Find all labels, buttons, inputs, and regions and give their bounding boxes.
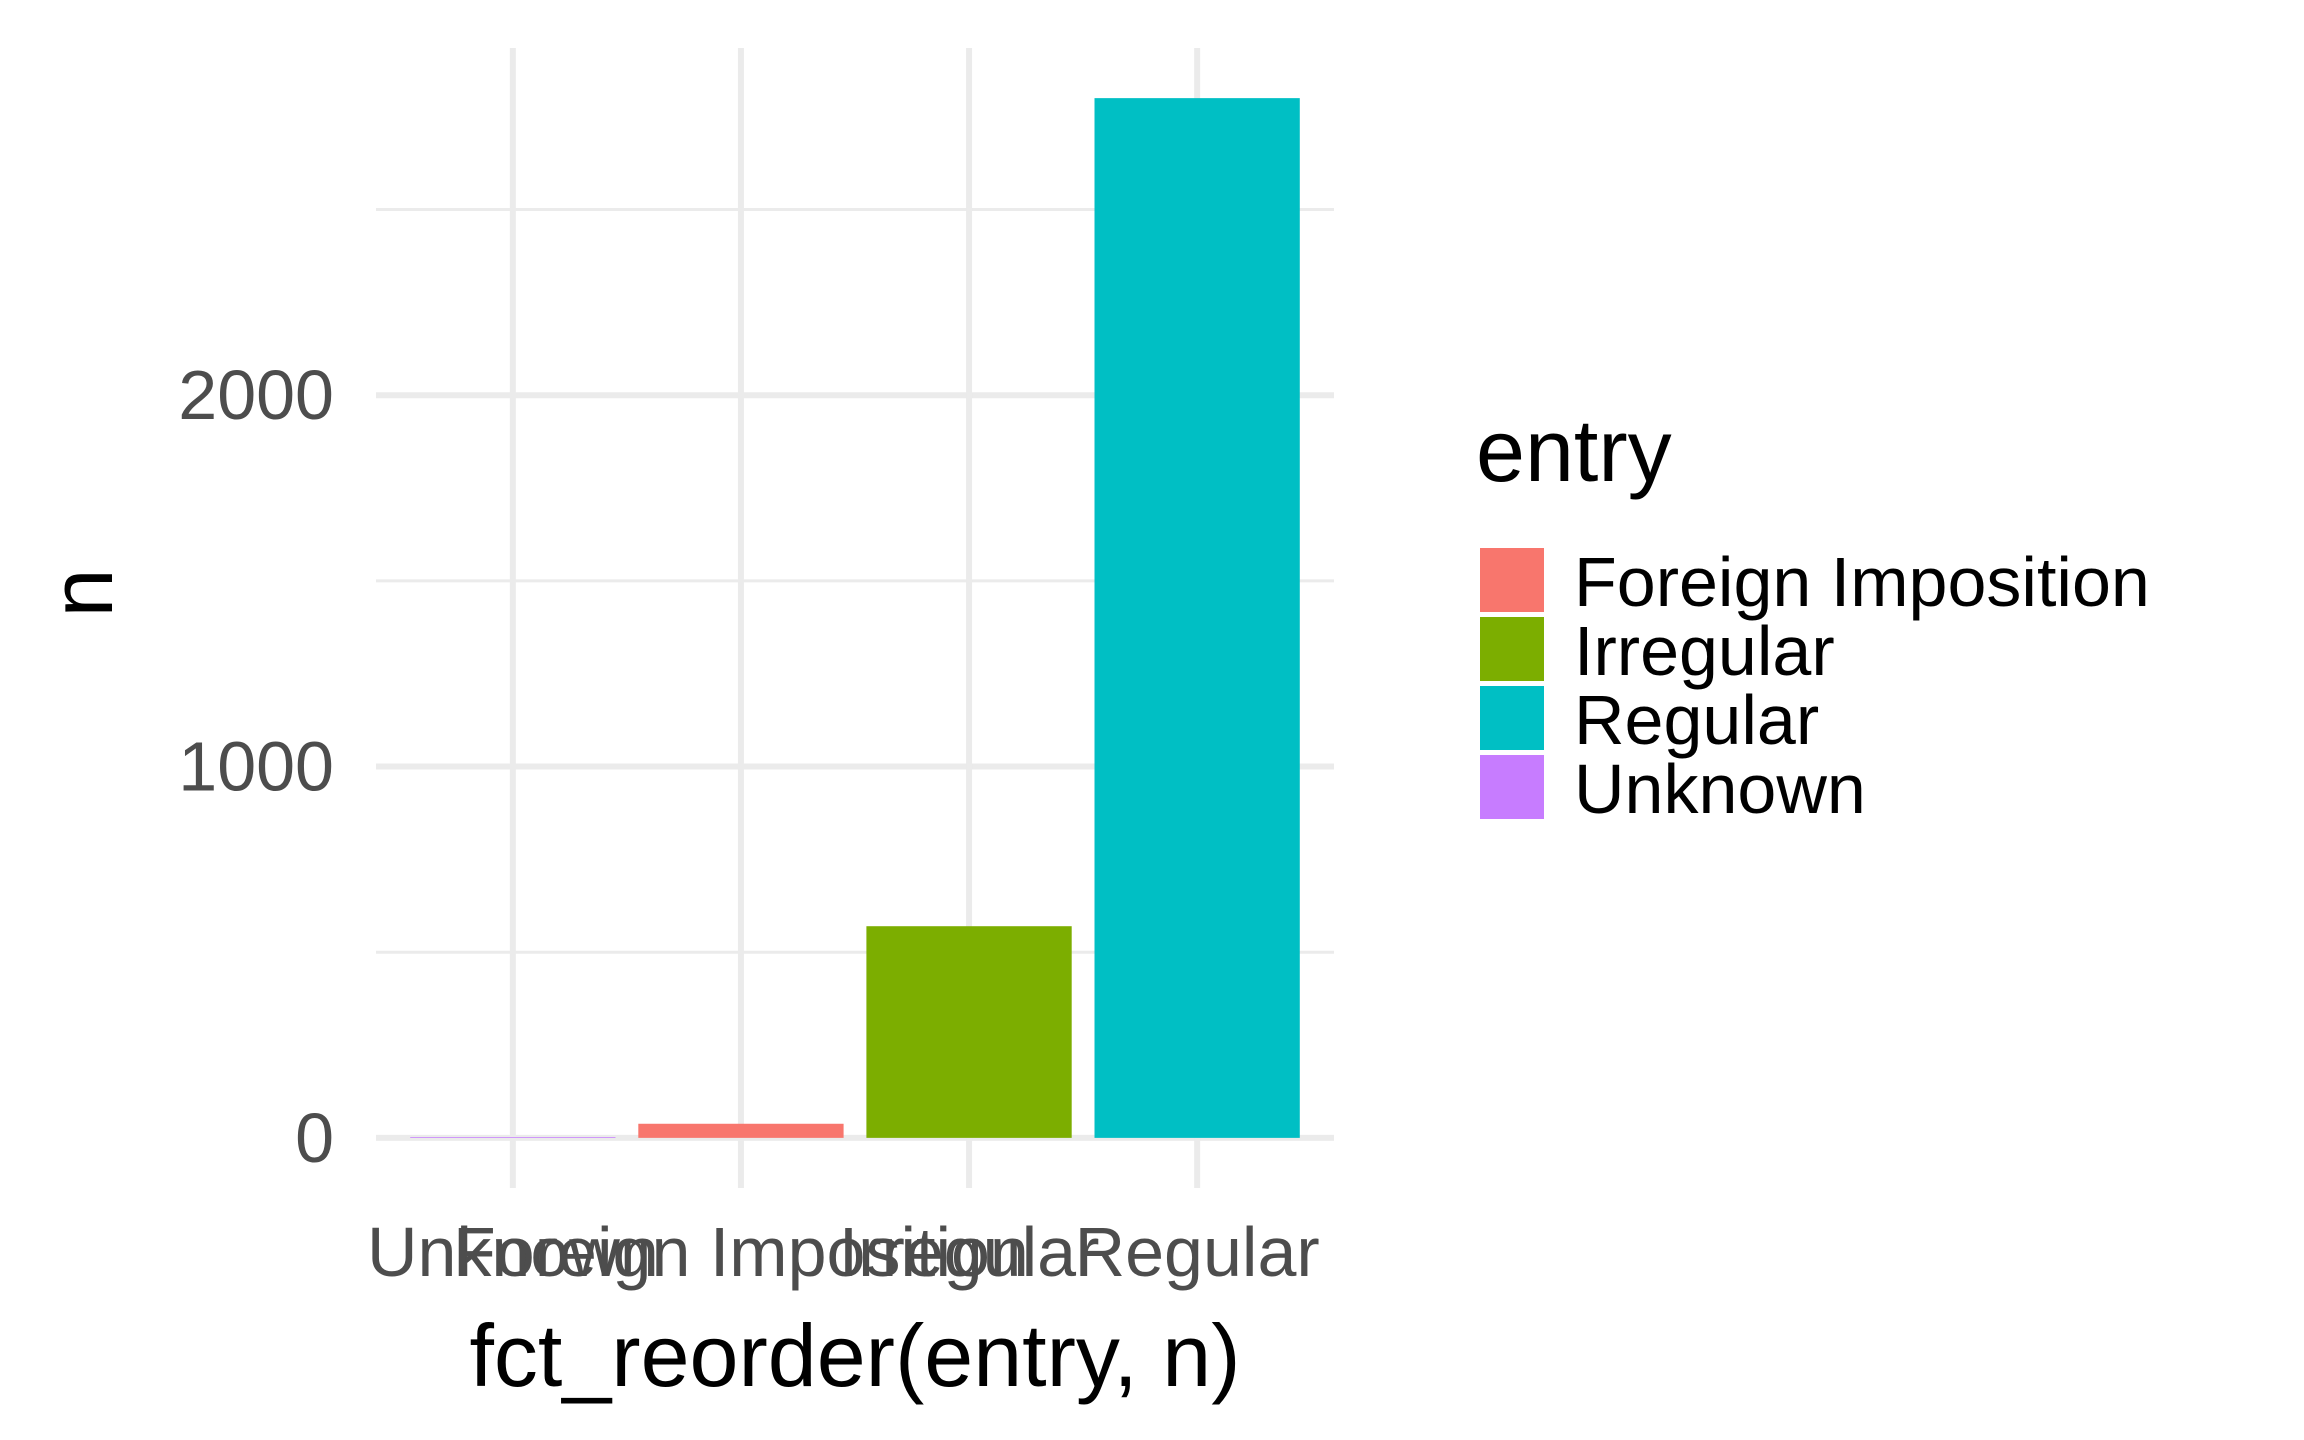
x-tick-label: Regular bbox=[1075, 1213, 1320, 1291]
legend-key-swatch bbox=[1480, 755, 1544, 819]
legend-key-label: Regular bbox=[1574, 681, 1819, 759]
legend-title: entry bbox=[1476, 401, 1672, 500]
x-axis-title: fct_reorder(entry, n) bbox=[469, 1306, 1240, 1405]
bar-unknown bbox=[410, 1137, 616, 1138]
y-axis-title: n bbox=[32, 569, 131, 618]
bars bbox=[410, 98, 1300, 1138]
legend-key-label: Foreign Imposition bbox=[1574, 543, 2150, 621]
legend-key-label: Unknown bbox=[1574, 750, 1866, 828]
bar-irregular bbox=[866, 926, 1072, 1138]
y-tick-label: 2000 bbox=[178, 356, 334, 434]
legend-key-swatch bbox=[1480, 686, 1544, 750]
x-tick-label: Foreign Imposition bbox=[453, 1213, 1029, 1291]
legend-key-label: Irregular bbox=[1574, 612, 1835, 690]
y-axis-tick-labels: 0 1000 2000 bbox=[178, 356, 334, 1177]
legend-key-swatch bbox=[1480, 617, 1544, 681]
bar-foreign-imposition bbox=[638, 1123, 844, 1138]
legend: entry Foreign ImpositionIrregularRegular… bbox=[1476, 401, 2150, 828]
y-tick-label: 1000 bbox=[178, 728, 334, 806]
y-tick-label: 0 bbox=[295, 1099, 334, 1177]
x-tick-label: Irregular bbox=[839, 1213, 1100, 1291]
legend-key-swatch bbox=[1480, 548, 1544, 612]
x-tick-label: Unknown bbox=[367, 1213, 659, 1291]
bar-regular bbox=[1094, 98, 1300, 1138]
